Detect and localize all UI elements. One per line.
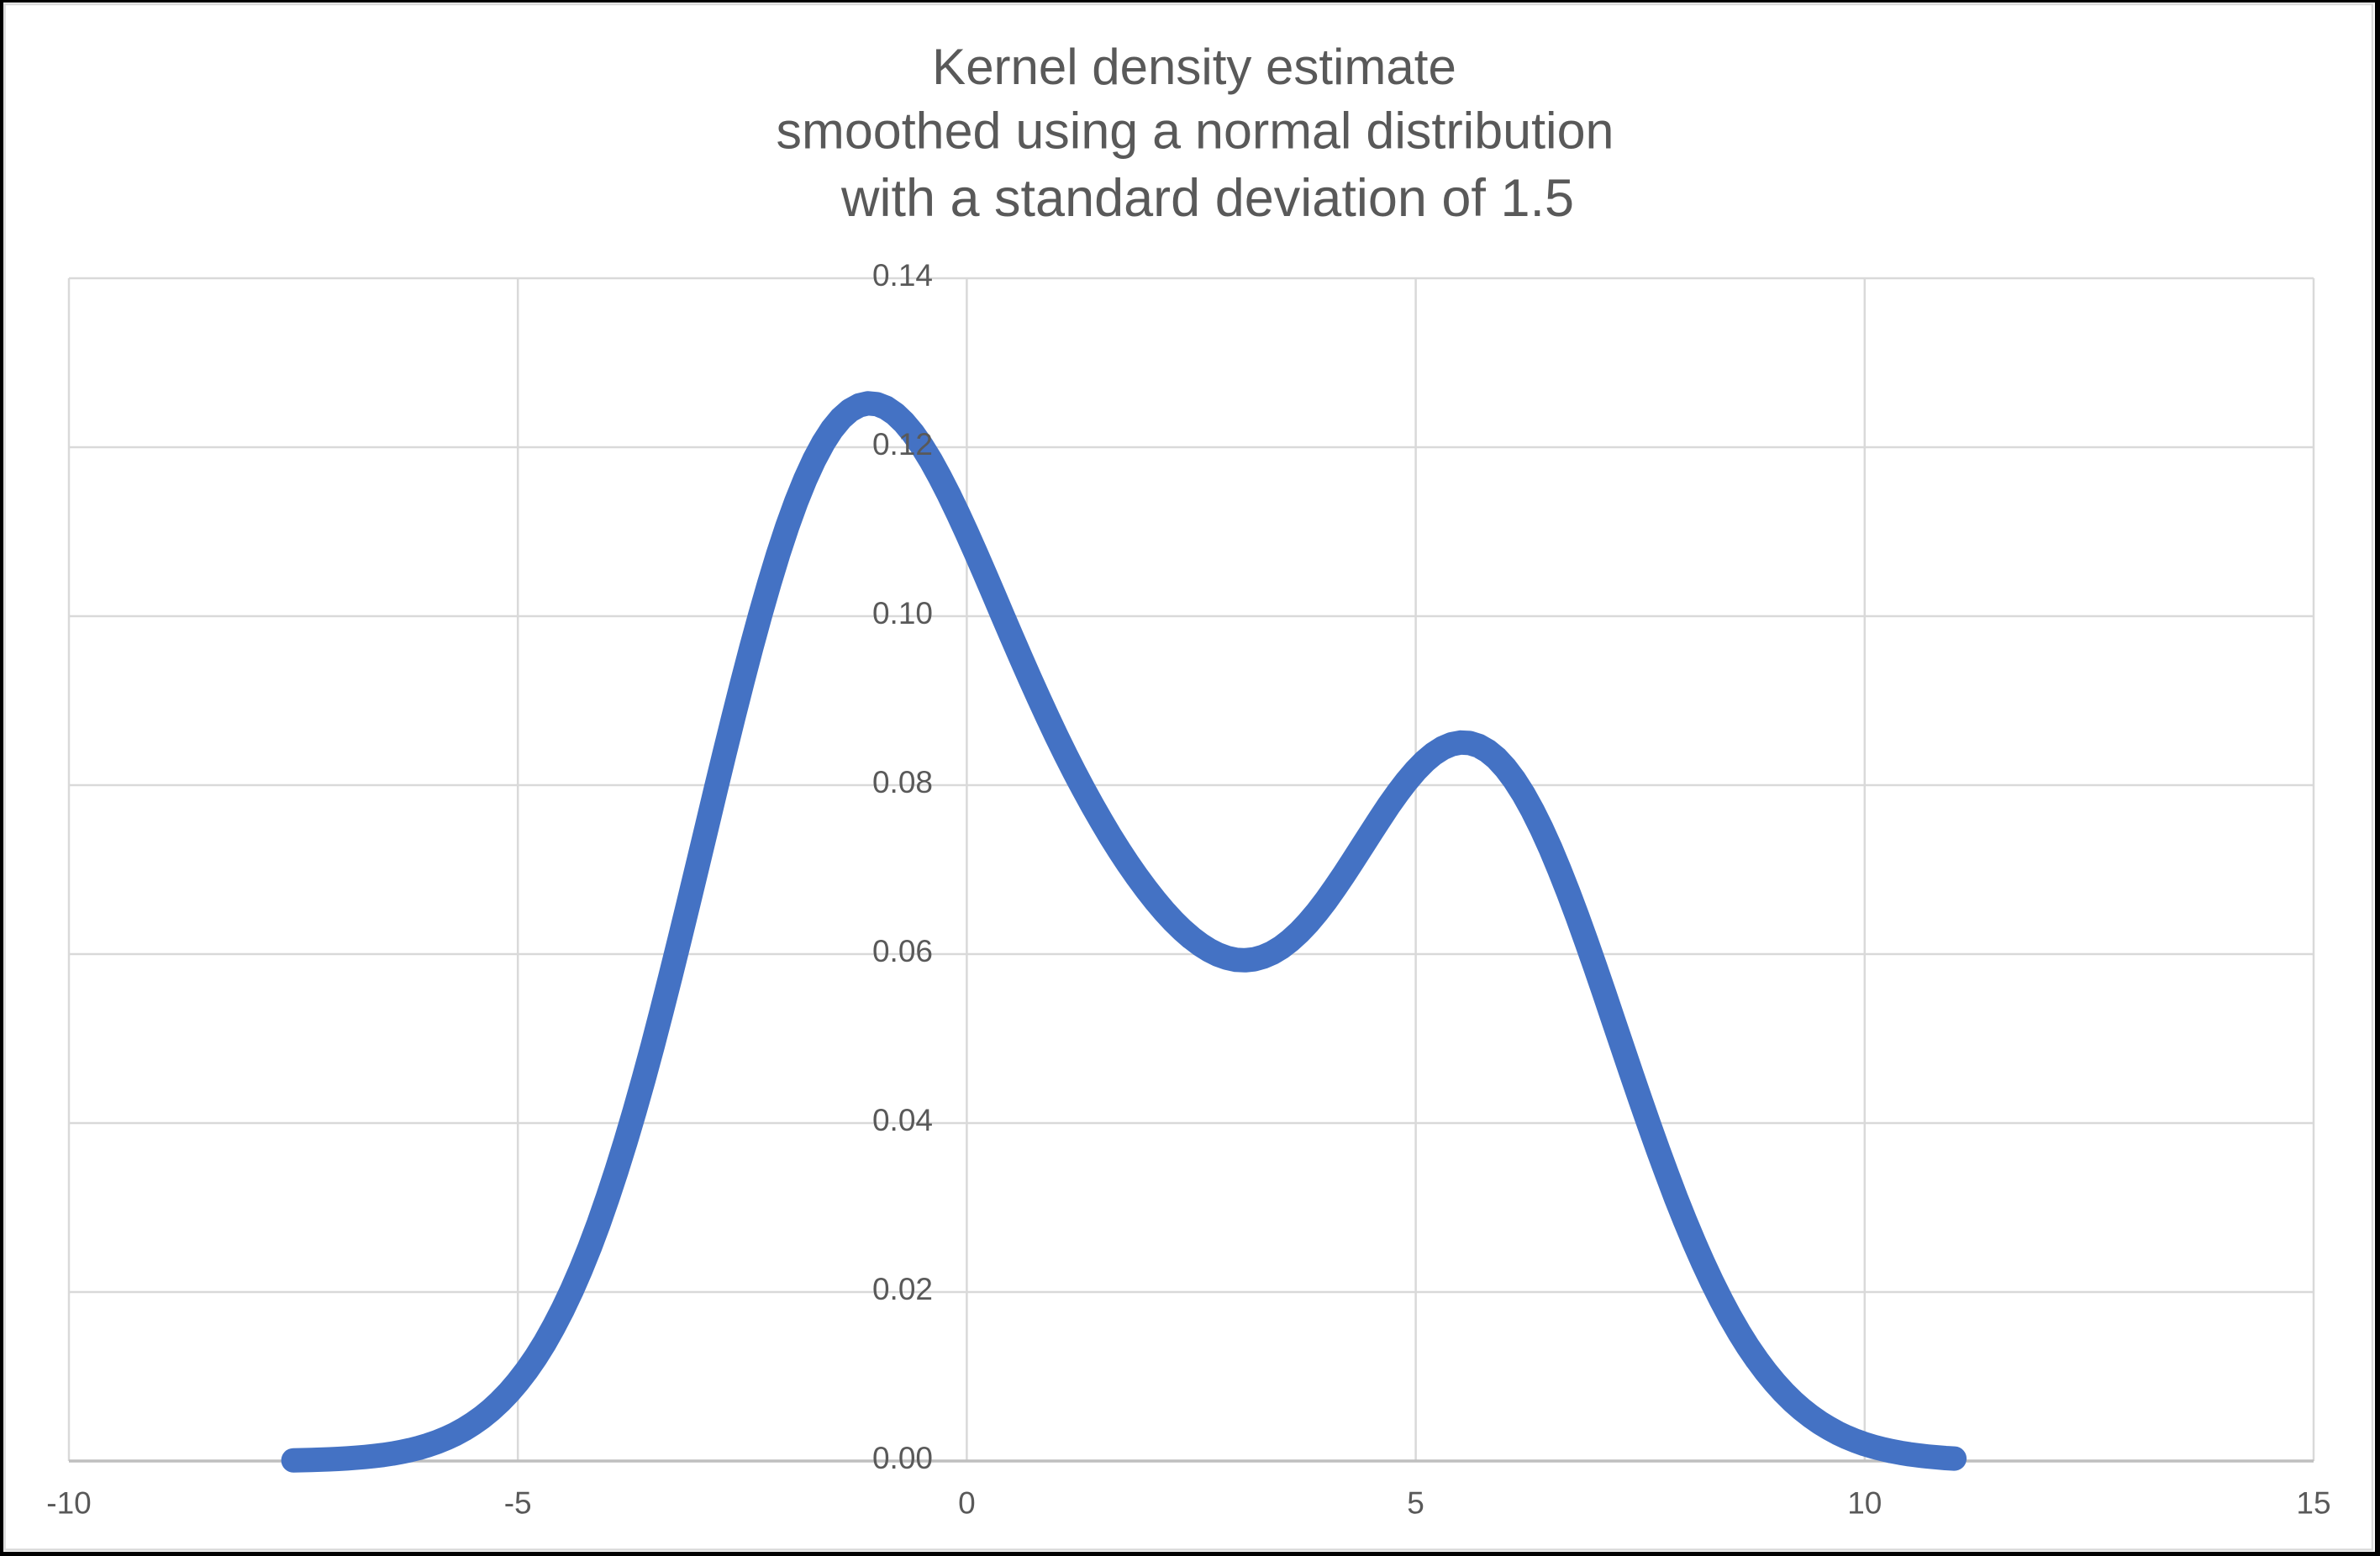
svg-text:15: 15 [2296, 1486, 2330, 1521]
svg-text:-10: -10 [46, 1486, 91, 1521]
svg-text:-5: -5 [504, 1486, 532, 1521]
svg-text:0.02: 0.02 [872, 1272, 933, 1306]
svg-text:0.04: 0.04 [872, 1103, 933, 1137]
svg-text:0: 0 [958, 1486, 976, 1521]
svg-text:smoothed using a normal distri: smoothed using a normal distribution [777, 103, 1614, 160]
svg-text:Kernel density estimate: Kernel density estimate [932, 39, 1456, 95]
svg-text:5: 5 [1407, 1486, 1424, 1521]
svg-text:0.06: 0.06 [872, 934, 933, 968]
svg-text:0.00: 0.00 [872, 1441, 933, 1475]
svg-text:0.14: 0.14 [872, 258, 933, 293]
svg-text:0.12: 0.12 [872, 427, 933, 462]
svg-text:with a standard deviation of 1: with a standard deviation of 1.5 [840, 169, 1574, 228]
svg-text:0.10: 0.10 [872, 596, 933, 630]
svg-text:0.08: 0.08 [872, 765, 933, 799]
svg-text:10: 10 [1847, 1486, 1882, 1521]
